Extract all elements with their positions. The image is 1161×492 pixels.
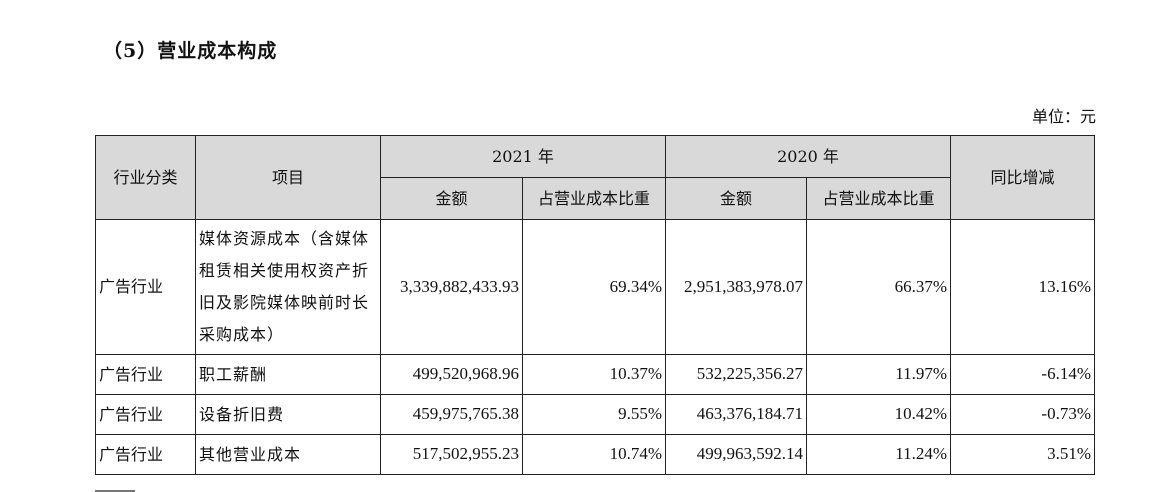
cost-structure-table: 行业分类 项目 2021 年 2020 年 同比增减 金额 占营业成本比重 金额… [95, 135, 1095, 475]
industry-cell: 广告行业 [95, 219, 196, 355]
amount-2020-cell: 2,951,383,978.07 [665, 219, 807, 355]
amount-2020-cell: 499,963,592.14 [665, 434, 807, 475]
amount-2020-cell: 463,376,184.71 [665, 394, 807, 435]
truncated-footnote-mark [95, 484, 155, 492]
header-yoy: 同比增减 [950, 135, 1095, 220]
header-ratio-2021: 占营业成本比重 [522, 177, 666, 220]
unit-label: 单位：元 [1031, 107, 1096, 126]
amount-2020-cell: 532,225,356.27 [665, 354, 807, 395]
industry-cell: 广告行业 [95, 394, 196, 435]
ratio-2020-cell: 66.37% [806, 219, 951, 355]
amount-2021-cell: 459,975,765.38 [380, 394, 523, 435]
ratio-2021-cell: 10.37% [522, 354, 666, 395]
section-title: （5）营业成本构成 [103, 40, 278, 62]
yoy-cell: -0.73% [950, 394, 1095, 435]
industry-cell: 广告行业 [95, 354, 196, 395]
ratio-2021-cell: 10.74% [522, 434, 666, 475]
header-year-2020: 2020 年 [665, 135, 951, 178]
header-year-2021: 2021 年 [380, 135, 666, 178]
item-cell: 职工薪酬 [195, 354, 381, 395]
amount-2021-cell: 517,502,955.23 [380, 434, 523, 475]
table-row: 广告行业 媒体资源成本（含媒体租赁相关使用权资产折旧及影院媒体映前时长采购成本）… [95, 219, 1095, 355]
table-row: 广告行业 其他营业成本 517,502,955.23 10.74% 499,96… [95, 434, 1095, 475]
ratio-2020-cell: 10.42% [806, 394, 951, 435]
header-ratio-2020: 占营业成本比重 [806, 177, 951, 220]
ratio-2020-cell: 11.97% [806, 354, 951, 395]
item-cell: 媒体资源成本（含媒体租赁相关使用权资产折旧及影院媒体映前时长采购成本） [195, 219, 381, 355]
table-row: 广告行业 设备折旧费 459,975,765.38 9.55% 463,376,… [95, 394, 1095, 435]
industry-cell: 广告行业 [95, 434, 196, 475]
ratio-2021-cell: 9.55% [522, 394, 666, 435]
yoy-cell: 13.16% [950, 219, 1095, 355]
header-amount-2020: 金额 [665, 177, 807, 220]
amount-2021-cell: 3,339,882,433.93 [380, 219, 523, 355]
header-amount-2021: 金额 [380, 177, 523, 220]
header-industry: 行业分类 [95, 135, 196, 220]
amount-2021-cell: 499,520,968.96 [380, 354, 523, 395]
item-cell: 其他营业成本 [195, 434, 381, 475]
yoy-cell: -6.14% [950, 354, 1095, 395]
yoy-cell: 3.51% [950, 434, 1095, 475]
header-item: 项目 [195, 135, 381, 220]
item-cell: 设备折旧费 [195, 394, 381, 435]
ratio-2020-cell: 11.24% [806, 434, 951, 475]
table-row: 广告行业 职工薪酬 499,520,968.96 10.37% 532,225,… [95, 354, 1095, 395]
ratio-2021-cell: 69.34% [522, 219, 666, 355]
